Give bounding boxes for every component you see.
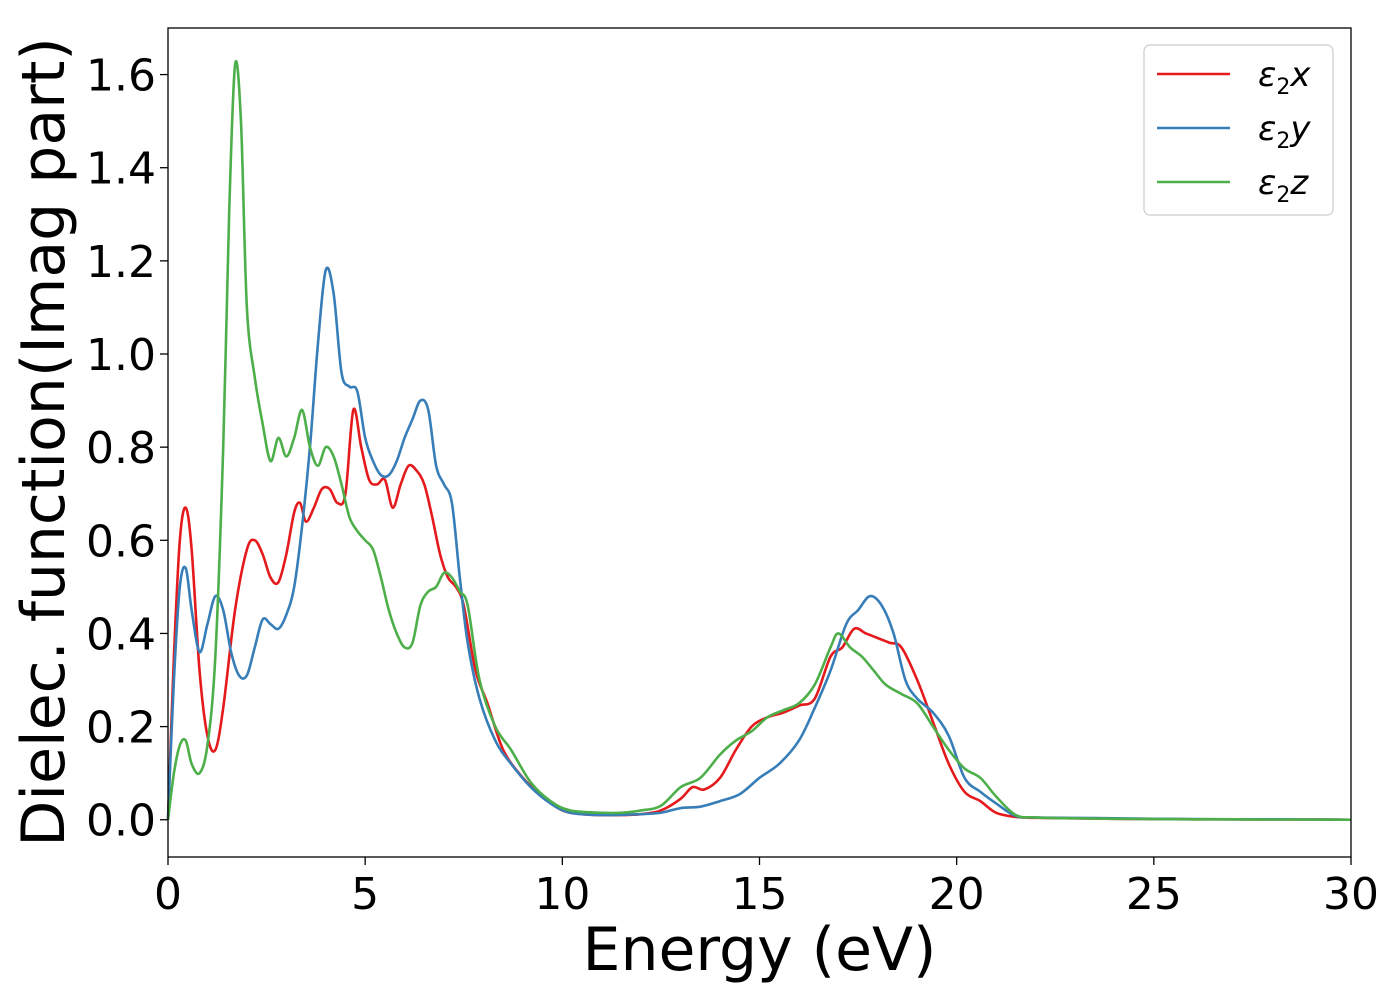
x-tick-label: 5 xyxy=(351,869,379,920)
y-axis: 0.0 0.2 0.4 0.6 0.8 1.0 1.2 1.4 1.6 xyxy=(86,51,168,847)
y-tick-label: 0.4 xyxy=(86,609,156,660)
y-tick-label: 0.8 xyxy=(86,423,156,474)
x-tick-label: 10 xyxy=(534,869,590,920)
y-tick-label: 1.6 xyxy=(86,51,156,102)
x-tick-label: 30 xyxy=(1323,869,1379,920)
x-tick-label: 0 xyxy=(154,869,182,920)
x-tick-label: 15 xyxy=(732,869,788,920)
legend-label: ε2x xyxy=(1258,55,1311,100)
legend-label: ε2y xyxy=(1258,109,1311,154)
series-layer xyxy=(166,59,1352,822)
series-line-3 xyxy=(166,59,1352,822)
y-tick-label: 1.0 xyxy=(86,330,156,381)
y-tick-label: 0.6 xyxy=(86,516,156,567)
legend: ε2x ε2y ε2z xyxy=(1143,44,1334,216)
x-axis: 0 5 10 15 20 25 30 xyxy=(154,857,1379,920)
x-tick-label: 20 xyxy=(929,869,985,920)
y-axis-title: Dielec. function(Imag part) xyxy=(9,37,79,847)
y-tick-label: 0.2 xyxy=(86,703,156,754)
y-tick-label: 1.4 xyxy=(86,144,156,195)
x-axis-title: Energy (eV) xyxy=(583,915,937,985)
y-tick-label: 0.0 xyxy=(86,796,156,847)
series-line-2 xyxy=(166,266,1352,822)
legend-label: ε2z xyxy=(1258,163,1309,208)
x-tick-label: 25 xyxy=(1126,869,1182,920)
legend-box xyxy=(1143,44,1334,216)
y-tick-label: 1.2 xyxy=(86,237,156,288)
